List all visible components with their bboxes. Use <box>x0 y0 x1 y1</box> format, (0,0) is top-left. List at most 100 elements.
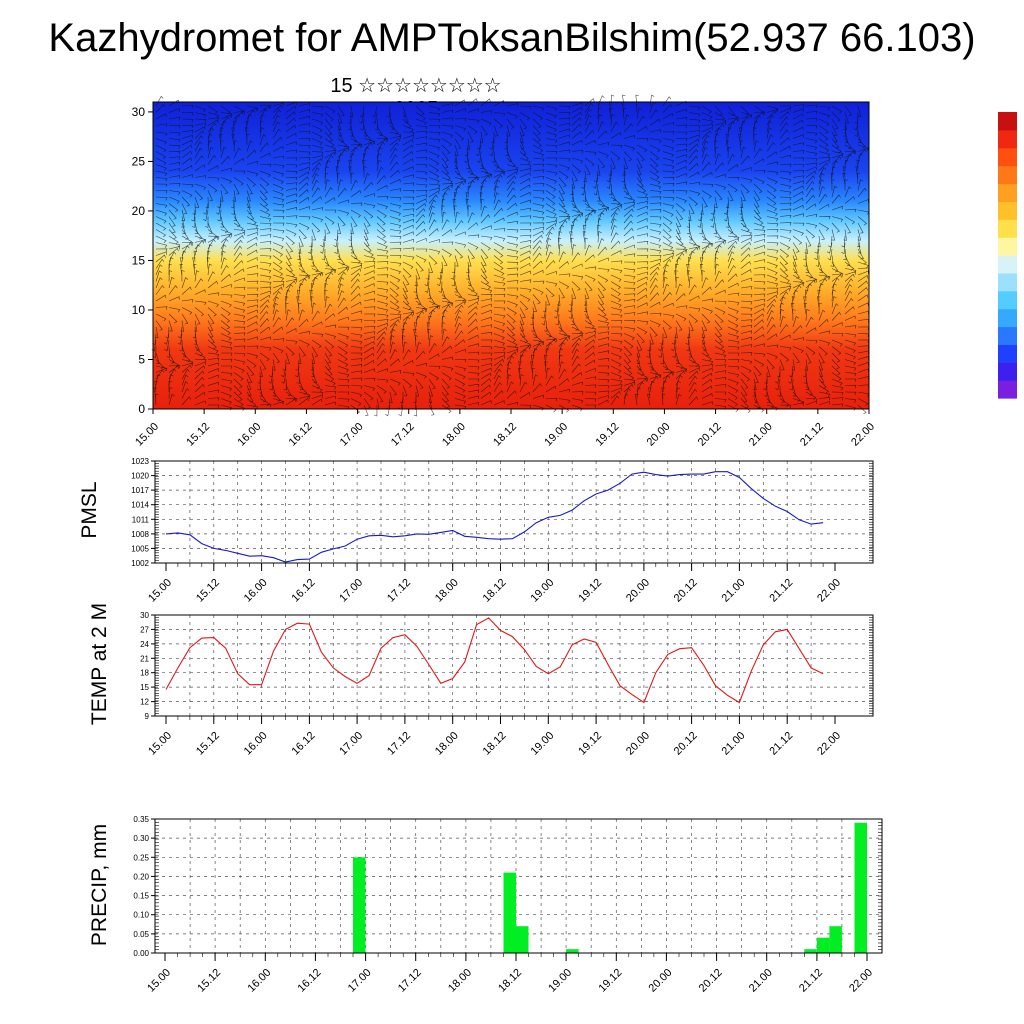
precip-y-tick-label: 0.05 <box>133 930 149 939</box>
precip-x-tick-label: 21.12 <box>797 967 825 995</box>
pmsl-x-tick-label: 21.12 <box>767 577 795 605</box>
precip-x-tick-label: 17.12 <box>396 967 424 995</box>
temp-y-tick-label: 15 <box>140 683 149 692</box>
temp-x-tick-label: 16.00 <box>242 730 270 758</box>
pmsl-y-tick-label: 1020 <box>131 472 149 481</box>
heatmap-x-tick-label: 18.00 <box>440 421 468 449</box>
precip-y-tick-label: 0.15 <box>133 892 149 901</box>
precip-x-tick-label: 15.12 <box>195 967 223 995</box>
heatmap-y-tick-label: 0 <box>138 402 145 416</box>
pmsl-series-line <box>165 471 824 563</box>
pmsl-y-tick-label: 1011 <box>132 515 150 524</box>
precip-bar <box>854 822 867 953</box>
temp-x-tick-label: 15.00 <box>146 730 174 758</box>
pmsl-x-tick-label: 22.00 <box>815 577 843 605</box>
heatmap-x-tick-label: 22.00 <box>849 421 877 449</box>
precip-bar <box>353 857 366 953</box>
temp-x-tick-label: 17.00 <box>337 730 365 758</box>
pmsl-y-tick-label: 1014 <box>131 501 149 510</box>
precip-bar <box>804 949 817 953</box>
pmsl-y-tick-label: 1017 <box>131 486 149 495</box>
page-title: Kazhydromet for AMPToksanBilshim(52.937 … <box>48 16 976 60</box>
colorbar-swatch <box>998 272 1017 292</box>
precip-x-tick-label: 20.00 <box>647 967 675 995</box>
heatmap-x-tick-label: 20.00 <box>645 421 673 449</box>
pmsl-y-tick-label: 1005 <box>131 544 149 553</box>
temp-x-tick-label: 15.12 <box>194 730 222 758</box>
pmsl-x-tick-label: 18.00 <box>433 577 461 605</box>
heatmap-x-tick-label: 21.00 <box>747 421 775 449</box>
heatmap-y-tick-label: 10 <box>132 303 146 317</box>
precip-x-tick-label: 22.00 <box>847 967 875 995</box>
colorbar-swatch <box>998 326 1017 345</box>
temp-x-tick-label: 20.12 <box>672 730 700 758</box>
precip-x-tick-label: 15.00 <box>145 967 173 995</box>
temp-y-tick-label: 24 <box>140 640 149 649</box>
temp-x-tick-label: 21.00 <box>720 730 748 758</box>
temp-y-tick-label: 12 <box>140 698 149 707</box>
colorbar-swatch <box>998 290 1017 310</box>
precip-x-tick-label: 20.12 <box>697 967 725 995</box>
colorbar-swatch <box>998 112 1017 131</box>
colorbar-swatch <box>998 219 1017 238</box>
precip-bar <box>503 872 516 953</box>
temp-x-tick-label: 22.00 <box>815 730 843 758</box>
temp-x-tick-label: 21.12 <box>767 730 795 758</box>
precip-x-tick-label: 18.00 <box>446 967 474 995</box>
precip-y-tick-label: 0.30 <box>133 834 149 843</box>
colorbar <box>998 112 1017 399</box>
temp-panel: 9 12 15 18 21 24 27 30 15.00 15.12 16.00 16.12 17.00… <box>140 611 874 758</box>
precip-y-tick-label: 0.35 <box>133 815 149 824</box>
pmsl-frame <box>154 460 874 564</box>
precip-bar <box>816 937 830 953</box>
temp-x-tick-label: 19.12 <box>576 730 604 758</box>
wind-barbs <box>151 94 870 417</box>
precip-axis-title: PRECIP, mm <box>88 823 111 947</box>
temp-y-tick-label: 18 <box>140 669 149 678</box>
precip-panel: 0.00 0.05 0.10 0.15 0.20 0.25 0.30 0.35 15.00 15.… <box>133 815 883 995</box>
temp-frame <box>154 614 874 717</box>
pmsl-x-tick-label: 16.00 <box>242 577 270 605</box>
heatmap-x-tick-label: 15.00 <box>133 421 161 449</box>
pmsl-x-tick-label: 15.12 <box>194 577 222 605</box>
heatmap-y-tick-label: 25 <box>132 154 146 168</box>
pmsl-x-tick-label: 16.12 <box>290 577 318 605</box>
precip-y-tick-label: 0.20 <box>133 872 149 881</box>
temp-x-tick-label: 20.00 <box>624 730 652 758</box>
colorbar-swatch <box>998 255 1017 274</box>
colorbar-swatch <box>998 237 1017 256</box>
colorbar-swatch <box>998 129 1017 149</box>
heatmap-x-tick-label: 15.12 <box>184 421 212 449</box>
precip-x-tick-label: 17.00 <box>346 967 374 995</box>
pmsl-x-tick-label: 17.12 <box>385 577 413 605</box>
precip-x-tick-label: 19.12 <box>596 967 624 995</box>
temp-axis-title: TEMP at 2 M <box>88 602 111 726</box>
heatmap-x-tick-label: 19.00 <box>542 421 570 449</box>
pmsl-x-tick-label: 19.12 <box>576 577 604 605</box>
temp-x-tick-label: 18.00 <box>433 730 461 758</box>
colorbar-swatch <box>998 147 1017 167</box>
heatmap-y-tick-label: 15 <box>132 253 146 267</box>
pmsl-x-tick-label: 18.12 <box>481 577 509 605</box>
pmsl-x-tick-label: 19.00 <box>528 577 556 605</box>
temp-y-tick-label: 21 <box>140 654 149 663</box>
pmsl-x-tick-label: 21.00 <box>720 577 748 605</box>
pmsl-x-tick-label: 15.00 <box>146 577 174 605</box>
pmsl-axis-title: PMSL <box>78 481 101 539</box>
temp-x-tick-label: 17.12 <box>385 730 413 758</box>
temp-x-tick-label: 16.12 <box>290 730 318 758</box>
heatmap-y-tick-label: 5 <box>138 352 145 366</box>
temp-x-tick-label: 19.00 <box>528 730 556 758</box>
precip-y-tick-label: 0.25 <box>133 853 149 862</box>
heatmap-x-tick-label: 21.12 <box>798 421 826 449</box>
heatmap-x-tick-label: 16.00 <box>235 421 263 449</box>
heatmap-x-tick-label: 19.12 <box>593 421 621 449</box>
heatmap-x-tick-label: 18.12 <box>491 421 519 449</box>
heatmap-x-tick-label: 17.12 <box>389 421 417 449</box>
temp-x-tick-label: 18.12 <box>481 730 509 758</box>
pmsl-y-tick-label: 1008 <box>131 530 149 539</box>
precip-x-tick-label: 18.12 <box>496 967 524 995</box>
precip-bar <box>566 949 579 953</box>
colorbar-swatch <box>998 362 1017 381</box>
